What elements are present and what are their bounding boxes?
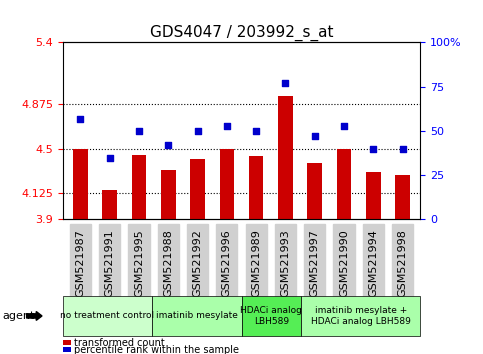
- Bar: [132, 155, 146, 219]
- Point: [135, 128, 143, 134]
- Text: imatinib mesylate: imatinib mesylate: [156, 312, 238, 320]
- Point: [76, 116, 84, 121]
- Bar: [337, 149, 351, 219]
- Bar: [249, 156, 263, 219]
- Point: [340, 123, 348, 129]
- Bar: [220, 149, 234, 219]
- Point: [369, 146, 377, 152]
- Bar: [73, 149, 88, 219]
- Bar: [190, 159, 205, 219]
- Text: imatinib mesylate +
HDACi analog LBH589: imatinib mesylate + HDACi analog LBH589: [311, 306, 411, 326]
- Bar: [161, 170, 176, 219]
- Bar: [366, 172, 381, 219]
- Text: no treatment control: no treatment control: [60, 312, 155, 320]
- Bar: [395, 175, 410, 219]
- Point: [252, 128, 260, 134]
- Point: [399, 146, 407, 152]
- Bar: [307, 163, 322, 219]
- Point: [223, 123, 231, 129]
- Point: [282, 80, 289, 86]
- Text: transformed count: transformed count: [74, 338, 165, 348]
- Text: agent: agent: [2, 311, 35, 321]
- Bar: [102, 190, 117, 219]
- Point: [164, 142, 172, 148]
- Text: HDACi analog
LBH589: HDACi analog LBH589: [241, 306, 302, 326]
- Point: [311, 133, 319, 139]
- Text: percentile rank within the sample: percentile rank within the sample: [74, 345, 239, 354]
- Bar: [278, 96, 293, 219]
- Point: [194, 128, 201, 134]
- Title: GDS4047 / 203992_s_at: GDS4047 / 203992_s_at: [150, 25, 333, 41]
- Point: [106, 155, 114, 160]
